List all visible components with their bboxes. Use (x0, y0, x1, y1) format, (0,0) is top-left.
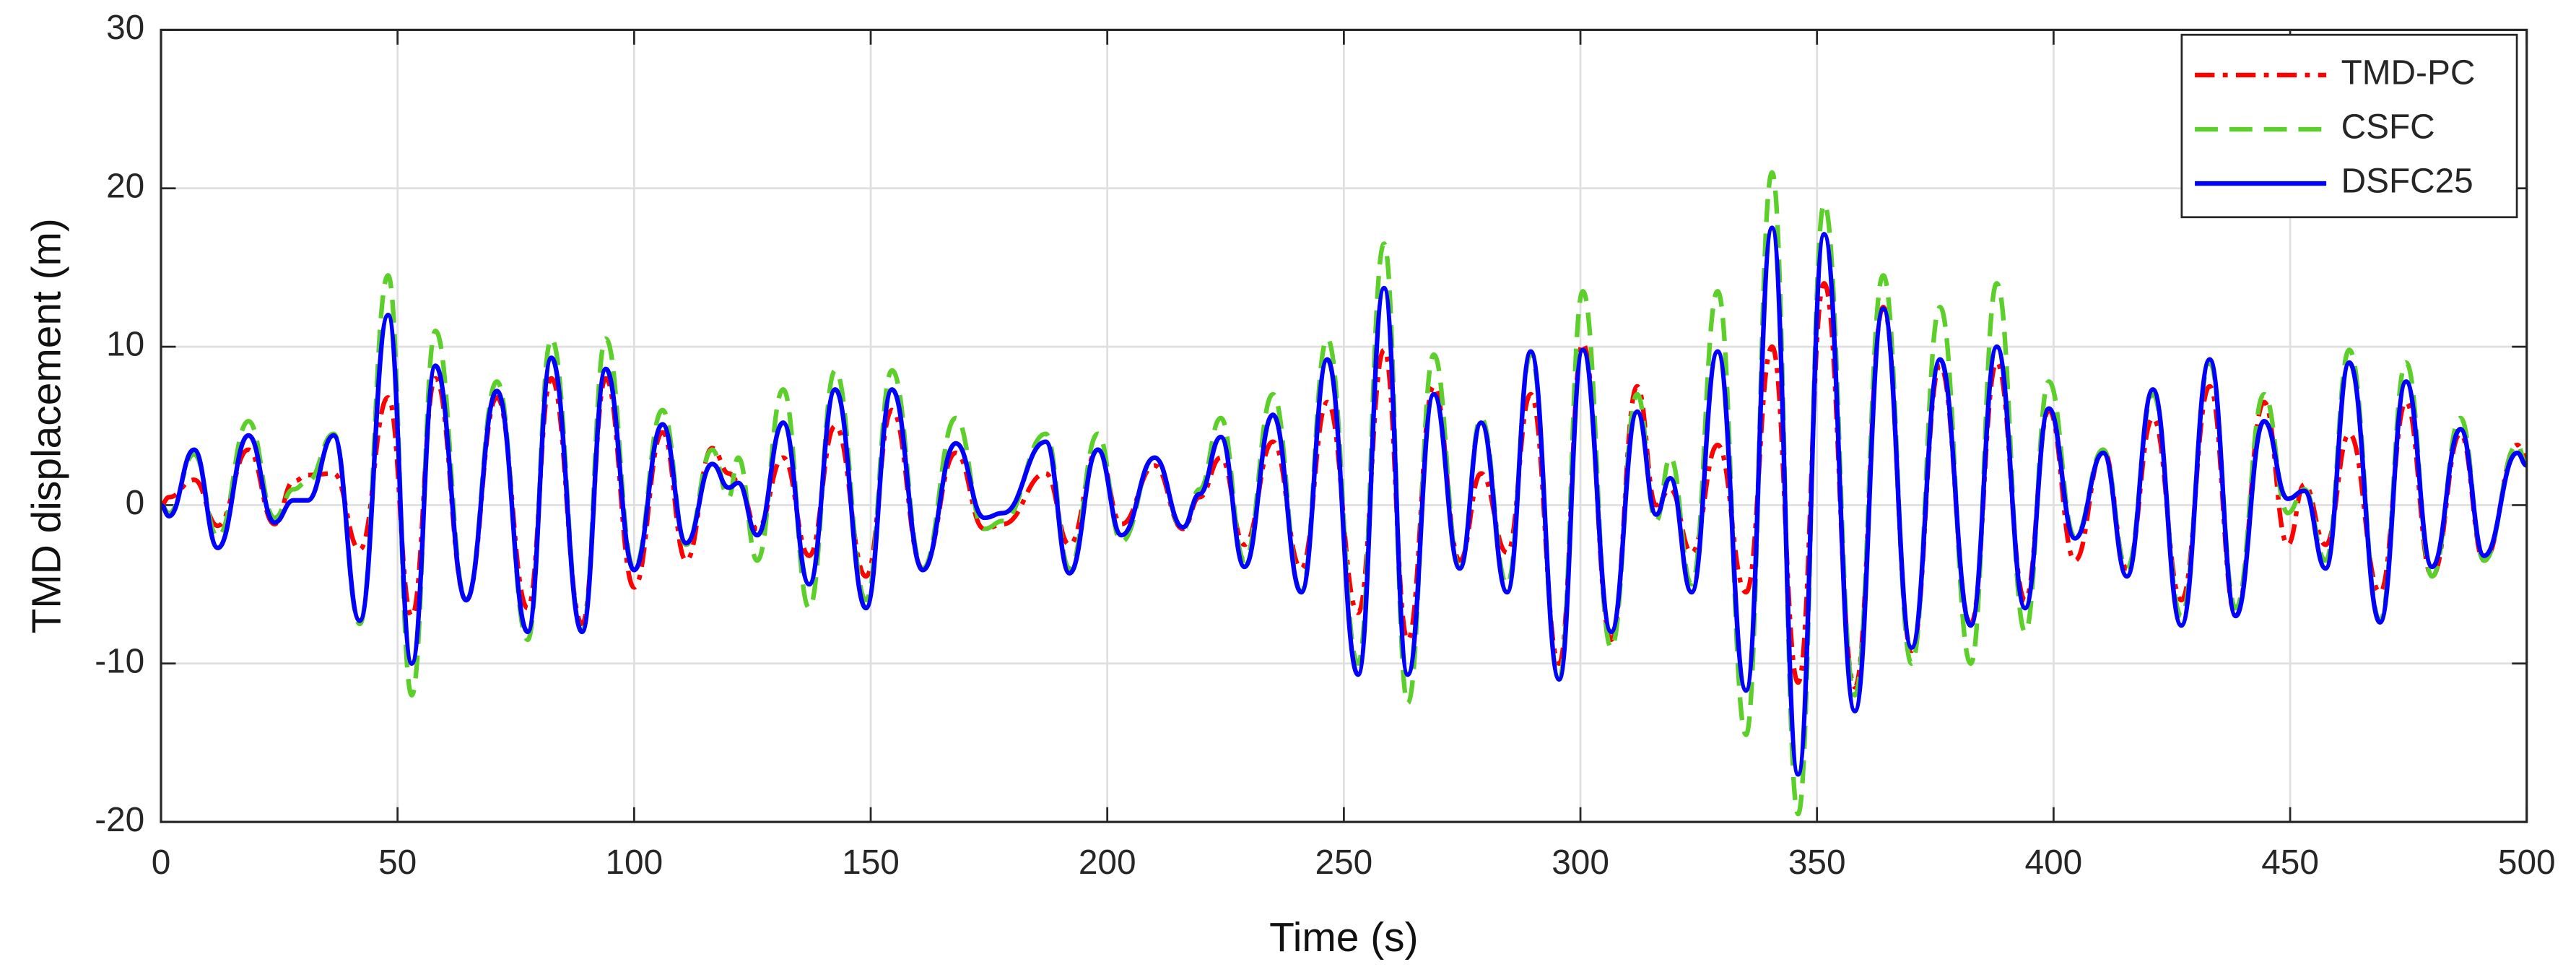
y-tick-label: 0 (126, 484, 145, 522)
legend-label: CSFC (2341, 108, 2435, 147)
x-tick-label: 0 (152, 844, 171, 882)
axes-box (160, 28, 2528, 823)
y-tick-label: -20 (95, 801, 144, 839)
data-line (161, 225, 2527, 777)
y-tick-label: 10 (106, 326, 144, 364)
x-tick-label: 500 (2498, 844, 2556, 882)
y-tick-label: 20 (106, 167, 144, 205)
legend-box (2180, 33, 2518, 219)
x-tick-label: 150 (842, 844, 900, 882)
x-tick-label: 400 (2025, 844, 2083, 882)
legend-label: TMD-PC (2341, 54, 2476, 92)
x-tick-label: 250 (1315, 844, 1373, 882)
y-tick-label: -10 (95, 642, 144, 680)
legend-label: DSFC25 (2341, 162, 2473, 201)
x-tick-label: 200 (1079, 844, 1136, 882)
x-tick-label: 350 (1788, 844, 1846, 882)
x-tick-label: 300 (1552, 844, 1609, 882)
x-tick-label: 450 (2261, 844, 2319, 882)
x-tick-label: 100 (605, 844, 663, 882)
x-tick-label: 50 (378, 844, 417, 882)
y-tick-label: 30 (106, 9, 144, 47)
x-axis-title: Time (s) (1269, 915, 1418, 961)
y-axis-title: TMD displacement (m) (24, 218, 69, 633)
data-line (161, 281, 2527, 690)
